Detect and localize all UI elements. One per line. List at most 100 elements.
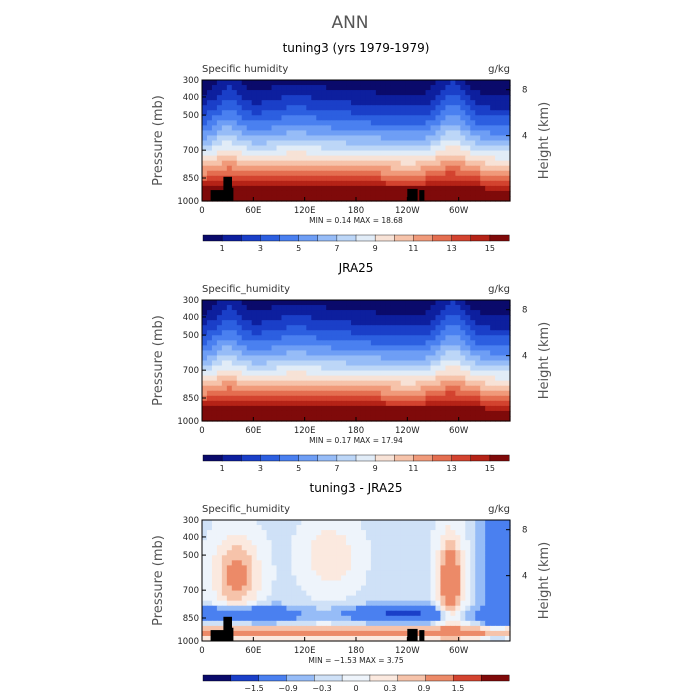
heatmap-cell [316, 535, 322, 541]
heatmap-cell [400, 160, 407, 167]
panel-left-label: Specific humidity [202, 64, 288, 75]
heatmap-cell [390, 100, 397, 106]
heatmap-cell [430, 400, 437, 407]
heatmap-cell [480, 365, 486, 372]
heatmap-cell [231, 400, 238, 407]
heatmap-cell [266, 300, 273, 306]
heatmap-cell [365, 365, 372, 372]
heatmap-cell [301, 195, 307, 202]
heatmap-cell [360, 100, 367, 106]
heatmap-cell [341, 175, 347, 182]
heatmap-cell [485, 335, 491, 341]
heatmap-cell [395, 385, 402, 392]
heatmap-cell [455, 180, 461, 187]
heatmap-cell [435, 545, 442, 551]
heatmap-cell [326, 145, 332, 152]
heatmap-cell [390, 540, 397, 546]
heatmap-cell [331, 630, 337, 637]
heatmap-cell [455, 110, 461, 116]
heatmap-cell [375, 305, 382, 311]
heatmap-cell [465, 595, 471, 602]
heatmap-cell [351, 160, 357, 167]
heatmap-cell [211, 550, 218, 556]
heatmap-cell [316, 635, 322, 642]
heatmap-cell [485, 140, 491, 147]
heatmap-cell [202, 95, 208, 101]
heatmap-cell [395, 325, 402, 331]
heatmap-cell [202, 540, 208, 546]
heatmap-cell [306, 630, 312, 637]
heatmap-cell [390, 320, 397, 326]
heatmap-cell [380, 415, 387, 422]
heatmap-cell [246, 150, 253, 157]
heatmap-cell [291, 180, 297, 187]
heatmap-cell [360, 135, 367, 142]
heatmap-cell [470, 635, 476, 642]
heatmap-cell [370, 610, 377, 617]
heatmap-cell [246, 310, 253, 316]
heatmap-cell [360, 555, 367, 561]
heatmap-cell [450, 315, 456, 321]
heatmap-cell [460, 315, 466, 321]
heatmap-cell [480, 320, 486, 326]
heatmap-cell [356, 120, 362, 126]
heatmap-cell [435, 135, 442, 142]
heatmap-cell [360, 595, 367, 602]
heatmap-cell [505, 615, 511, 622]
heatmap-cell [505, 620, 511, 627]
heatmap-cell [400, 145, 407, 152]
heatmap-cell [202, 635, 208, 642]
heatmap-cell [241, 315, 248, 321]
heatmap-cell [460, 395, 466, 402]
heatmap-cell [400, 525, 407, 531]
heatmap-cell [206, 130, 213, 137]
heatmap-cell [261, 595, 268, 602]
heatmap-cell [251, 560, 258, 566]
heatmap-cell [326, 105, 332, 111]
x-tick-label: 120W [395, 426, 420, 436]
heatmap-cell [351, 610, 357, 617]
heatmap-cell [336, 585, 342, 592]
heatmap-cell [221, 110, 228, 116]
heatmap-cell [450, 190, 456, 197]
heatmap-cell [385, 635, 392, 642]
heatmap-cell [346, 115, 352, 121]
heatmap-cell [271, 600, 278, 607]
heatmap-cell [356, 600, 362, 607]
heatmap-cell [400, 585, 407, 592]
heatmap-cell [500, 150, 506, 157]
heatmap-cell [370, 410, 377, 417]
heatmap-cell [251, 140, 258, 147]
heatmap-cell [221, 415, 228, 422]
heatmap-cell [440, 520, 447, 526]
heatmap-cell [256, 565, 263, 572]
heatmap-cell [286, 350, 293, 357]
heatmap-cell [251, 395, 258, 402]
heatmap-cell [400, 125, 407, 132]
heatmap-cell [256, 340, 263, 346]
heatmap-cell [316, 405, 322, 412]
heatmap-cell [445, 545, 451, 551]
heatmap-cell [346, 195, 352, 202]
heatmap-cell [415, 395, 422, 402]
heatmap-cell [261, 335, 268, 341]
heatmap-cell [231, 560, 238, 566]
heatmap-cell [400, 600, 407, 607]
heatmap-cell [291, 125, 297, 132]
heatmap-cell [440, 305, 447, 311]
heatmap-cell [470, 605, 476, 612]
heatmap-cell [202, 390, 208, 397]
heatmap-cell [375, 635, 382, 642]
heatmap-cell [211, 100, 218, 106]
heatmap-cell [271, 635, 278, 642]
heatmap-cell [360, 610, 367, 617]
heatmap-cell [341, 130, 347, 137]
heatmap-field [202, 520, 511, 642]
heatmap-cell [490, 565, 496, 572]
heatmap-cell [306, 95, 312, 101]
heatmap-cell [430, 595, 437, 602]
heatmap-cell [276, 575, 283, 582]
heatmap-cell [410, 550, 417, 556]
heatmap-cell [206, 525, 213, 531]
heatmap-cell [465, 405, 471, 412]
